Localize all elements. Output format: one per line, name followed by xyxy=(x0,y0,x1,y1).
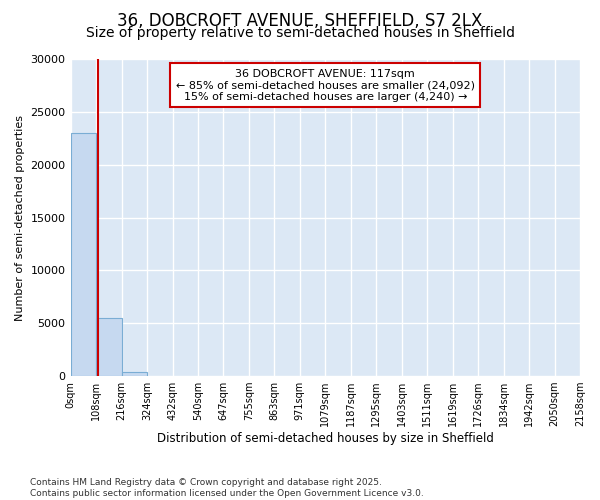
Text: Contains HM Land Registry data © Crown copyright and database right 2025.
Contai: Contains HM Land Registry data © Crown c… xyxy=(30,478,424,498)
Text: 36, DOBCROFT AVENUE, SHEFFIELD, S7 2LX: 36, DOBCROFT AVENUE, SHEFFIELD, S7 2LX xyxy=(118,12,482,30)
Text: Size of property relative to semi-detached houses in Sheffield: Size of property relative to semi-detach… xyxy=(86,26,515,40)
Bar xyxy=(71,133,96,376)
Bar xyxy=(122,372,147,376)
Y-axis label: Number of semi-detached properties: Number of semi-detached properties xyxy=(15,114,25,320)
X-axis label: Distribution of semi-detached houses by size in Sheffield: Distribution of semi-detached houses by … xyxy=(157,432,494,445)
Bar xyxy=(96,318,122,376)
Text: 36 DOBCROFT AVENUE: 117sqm
← 85% of semi-detached houses are smaller (24,092)
15: 36 DOBCROFT AVENUE: 117sqm ← 85% of semi… xyxy=(176,68,475,102)
